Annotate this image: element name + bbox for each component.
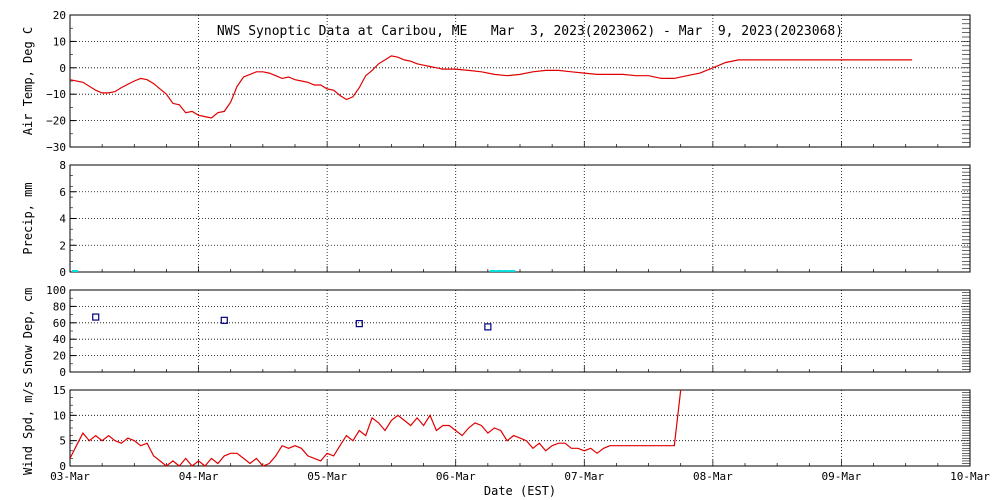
precip-bar (72, 270, 78, 272)
y-tick-label: 0 (59, 62, 66, 75)
snow-depth-point (355, 320, 363, 328)
y-axis-label: Precip, mm (21, 182, 35, 254)
snow-depth-point (484, 323, 492, 331)
panel-3: 15 10 5 0 Wind Spd, m/s (21, 381, 971, 475)
y-tick-label: 10 (53, 409, 66, 422)
x-tick-label: 09-Mar (822, 470, 862, 483)
y-axis-label: Wind Spd, m/s (21, 381, 35, 475)
y-tick-label: 8 (59, 159, 66, 172)
panel-0: 20 10 0 −10 −20 −30 Air Temp, Deg C (21, 9, 971, 154)
y-axis-label: Snow Dep, cm (21, 288, 35, 375)
y-axis-label: Air Temp, Deg C (21, 27, 35, 135)
x-tick-label: 04-Mar (179, 470, 219, 483)
y-tick-label: −10 (46, 88, 66, 101)
y-tick-label: 20 (53, 9, 66, 22)
series-line (70, 55, 913, 119)
y-tick-label: 60 (53, 317, 66, 330)
panel-frame (69, 289, 971, 373)
chart-title: NWS Synoptic Data at Caribou, ME Mar 3, … (217, 24, 843, 39)
panel-data (92, 313, 492, 331)
x-tick-label: 07-Mar (564, 470, 604, 483)
y-tick-label: 80 (53, 300, 66, 313)
y-tick-label: 0 (59, 460, 66, 473)
y-tick-label: 0 (59, 366, 66, 379)
y-tick-label: 10 (53, 35, 66, 48)
x-tick-label: 08-Mar (693, 470, 733, 483)
y-tick-label: 100 (46, 284, 66, 297)
panel-data (70, 55, 913, 119)
y-tick-label: 20 (53, 350, 66, 363)
y-tick-label: 5 (59, 435, 66, 448)
snow-depth-point (92, 313, 100, 321)
precip-bar (489, 270, 496, 272)
x-tick-label: 06-Mar (436, 470, 476, 483)
precip-bar (502, 270, 509, 272)
y-tick-label: 0 (59, 266, 66, 279)
precip-bar (496, 270, 503, 272)
panel-2: 100 80 60 40 20 0 Snow Dep, cm (21, 284, 971, 379)
panel-1: 8 6 4 2 0 Precip, mm (21, 159, 971, 279)
x-axis-label: Date (EST) (484, 484, 556, 498)
panel-data (70, 389, 682, 467)
y-tick-label: 4 (59, 213, 66, 226)
y-tick-label: 40 (53, 333, 66, 346)
y-tick-label: −30 (46, 141, 66, 154)
panel-frame (69, 389, 971, 467)
precip-bar (509, 270, 516, 272)
panel-data (72, 270, 516, 272)
x-tick-labels: 03-Mar 04-Mar 05-Mar 06-Mar 07-Mar 08-Mar 09-M… (50, 470, 990, 483)
series-line (70, 389, 682, 467)
y-tick-label: −20 (46, 115, 66, 128)
x-tick-label: 03-Mar (50, 470, 90, 483)
y-tick-label: 6 (59, 186, 66, 199)
y-tick-label: 2 (59, 239, 66, 252)
y-tick-label: 15 (53, 384, 66, 397)
x-tick-label: 10-Mar (950, 470, 990, 483)
snow-depth-point (220, 316, 228, 324)
x-tick-label: 05-Mar (307, 470, 347, 483)
